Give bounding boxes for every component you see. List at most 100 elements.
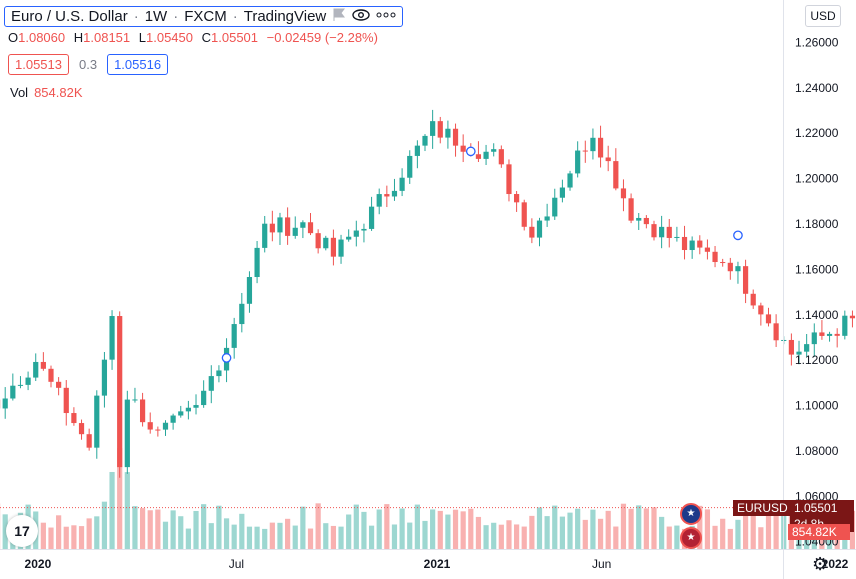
volume-bar <box>742 506 749 549</box>
candle-body <box>445 128 451 138</box>
candle-body <box>811 332 817 345</box>
event-marker[interactable] <box>733 230 743 241</box>
candle-body <box>254 247 260 278</box>
candle-body <box>620 188 627 199</box>
candle-body <box>544 216 550 221</box>
volume-value: 854.82K <box>34 85 83 100</box>
volume-bar <box>590 509 596 549</box>
candle-body <box>765 314 772 324</box>
candle-body <box>109 316 115 360</box>
volume-bar <box>376 509 382 549</box>
volume-bar <box>185 528 191 549</box>
symbol-title-box[interactable]: Euro / U.S. Dollar · 1W · FXCM · Trading… <box>4 5 404 27</box>
candle-body <box>712 251 718 263</box>
low-label: L <box>138 30 146 45</box>
volume-bar <box>659 516 665 549</box>
candle-body <box>185 407 191 412</box>
candle-body <box>78 423 85 435</box>
us-flag-icon[interactable]: ★ <box>680 527 702 549</box>
sell-price-button[interactable]: 1.05513 <box>8 54 69 75</box>
candle-body <box>33 361 39 378</box>
candle-body <box>567 173 573 188</box>
candle-body <box>216 370 222 377</box>
tradingview-logo-icon[interactable]: 17 <box>6 515 38 547</box>
candle-body <box>56 381 62 388</box>
eu-flag-icon[interactable]: ★ <box>680 503 702 525</box>
candle-body <box>666 226 672 238</box>
y-tick-label: 1.26000 <box>795 35 839 49</box>
y-tick-label: 1.14000 <box>795 308 839 322</box>
event-marker[interactable] <box>465 146 476 157</box>
volume-bar <box>628 508 634 549</box>
volume-bar <box>567 512 573 549</box>
candle-body <box>552 197 558 217</box>
candle-body <box>201 390 207 406</box>
candle-body <box>132 399 138 401</box>
volume-bar <box>353 504 359 549</box>
volume-bar <box>651 507 657 549</box>
volume-bar <box>277 522 283 549</box>
candle-body <box>277 217 283 233</box>
y-tick-label: 1.18000 <box>795 217 839 231</box>
close-label: C <box>201 30 212 45</box>
candle-body <box>773 323 779 341</box>
volume-bar <box>346 514 352 549</box>
volume-bar <box>643 508 649 549</box>
interval[interactable]: 1W <box>144 7 168 25</box>
volume-bar <box>132 506 138 549</box>
candle-body <box>368 206 375 229</box>
volume-bar <box>170 510 176 549</box>
candle-body <box>407 155 413 178</box>
candle-body <box>422 135 428 146</box>
volume-bar <box>697 505 703 549</box>
currency-button[interactable]: USD <box>805 5 841 27</box>
candle-body <box>651 224 657 238</box>
candle-body <box>643 217 649 225</box>
candle-body <box>285 217 291 236</box>
volume-bar <box>330 525 337 549</box>
candle-body <box>178 411 184 416</box>
volume-bar <box>475 516 482 549</box>
volume-bar <box>468 508 474 549</box>
y-tick-label: 1.16000 <box>795 262 839 276</box>
volume-bar <box>445 514 451 549</box>
volume-bar <box>666 526 672 549</box>
buy-price-button[interactable]: 1.05516 <box>107 54 169 75</box>
candle-body <box>208 376 214 391</box>
candle-body <box>437 121 443 138</box>
event-marker[interactable] <box>221 353 232 363</box>
volume-bar <box>414 504 420 549</box>
volume-bar <box>506 520 512 549</box>
eye-icon[interactable] <box>352 8 370 25</box>
volume-bar <box>544 516 550 549</box>
candle-body <box>826 333 833 336</box>
gear-icon[interactable]: ⚙ <box>812 554 829 574</box>
volume-bar <box>56 515 62 549</box>
volume-bar <box>636 505 642 549</box>
flag-icon[interactable] <box>332 8 346 25</box>
legend: Euro / U.S. Dollar · 1W · FXCM · Trading… <box>4 4 404 28</box>
candle-body <box>575 150 581 174</box>
volume-bar <box>323 523 329 549</box>
symbol-name[interactable]: Euro / U.S. Dollar <box>11 7 128 25</box>
volume-bar <box>338 526 344 549</box>
volume-bar <box>71 525 77 549</box>
candle-body <box>498 149 504 165</box>
volume-bar <box>361 511 367 549</box>
volume-bar <box>201 504 207 549</box>
volume-bar <box>613 526 619 549</box>
volume-bar <box>422 520 428 549</box>
data-source: TradingView <box>243 7 327 25</box>
candle-body <box>63 387 69 414</box>
more-icon[interactable] <box>376 8 396 25</box>
candle-body <box>147 422 153 430</box>
candle-body <box>315 233 321 249</box>
candle-body <box>430 121 436 136</box>
volume-bar <box>605 510 611 549</box>
volume-bar <box>498 524 504 549</box>
volume-bar <box>78 526 85 549</box>
y-tick-label: 1.10000 <box>795 399 839 413</box>
volume-bar <box>514 524 520 549</box>
volume-bar <box>124 472 130 549</box>
